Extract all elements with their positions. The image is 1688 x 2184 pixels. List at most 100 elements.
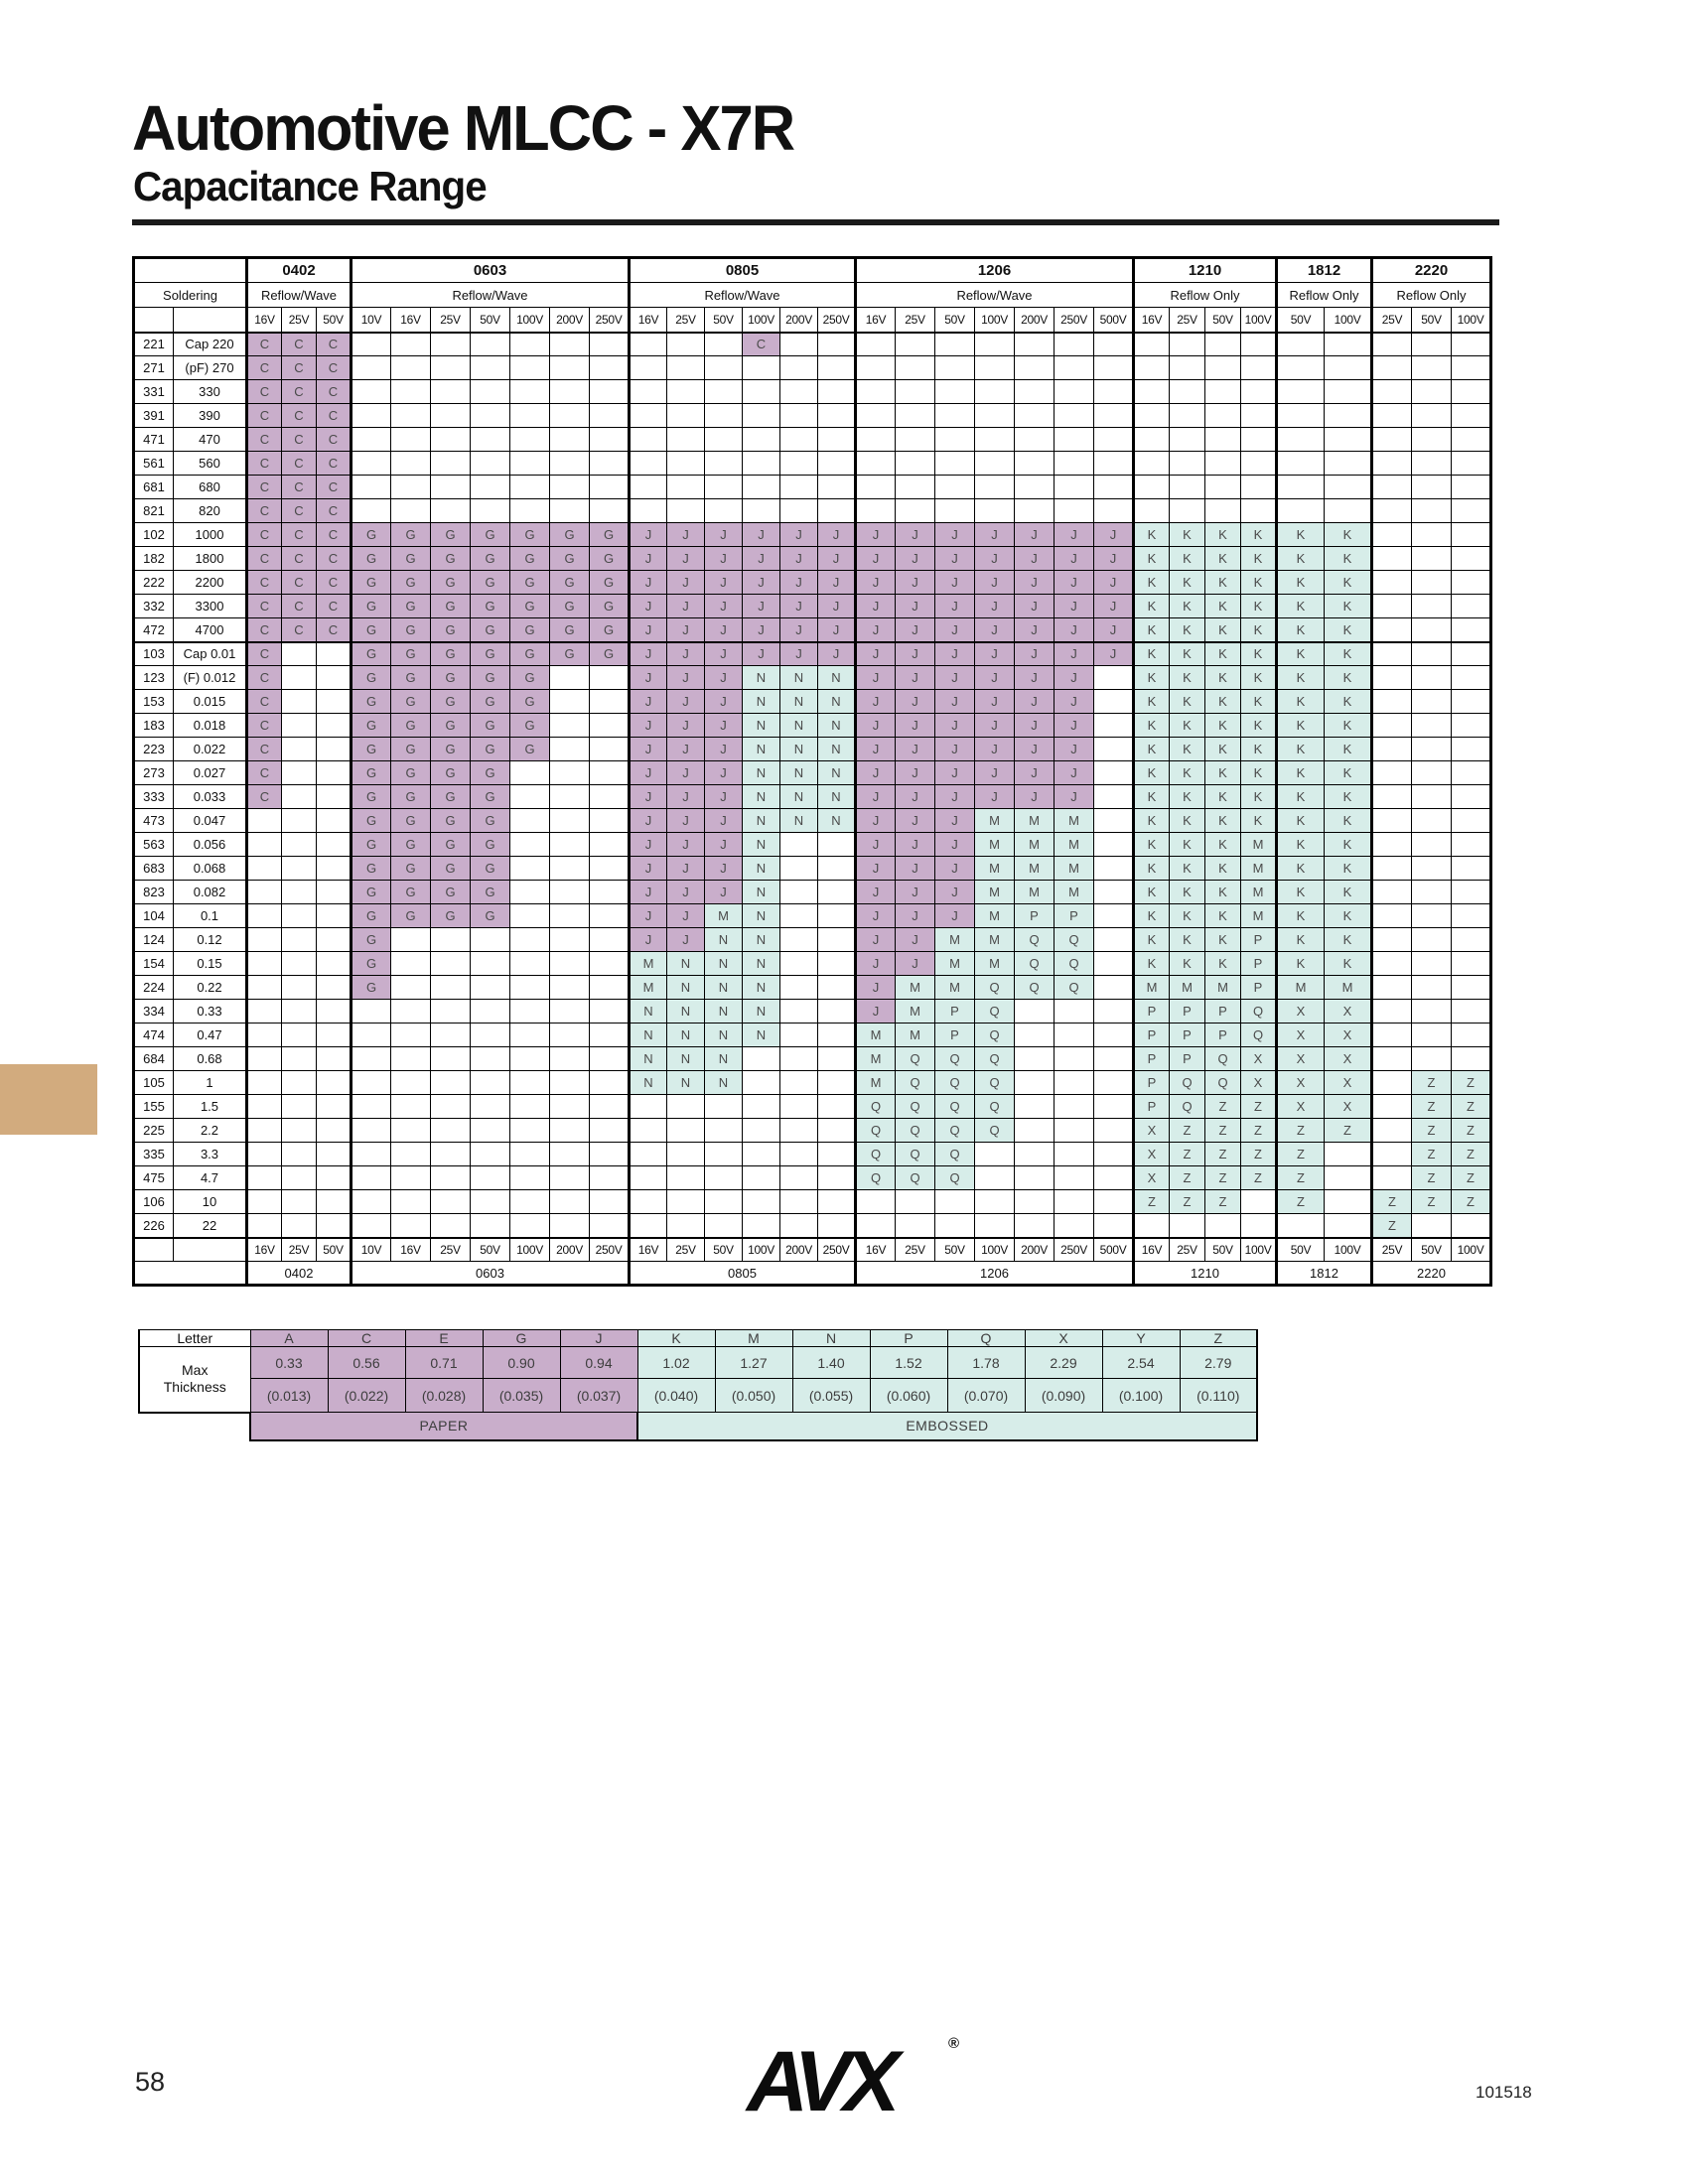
thickness-code-cell	[509, 475, 550, 499]
voltage-footer-cell: 16V	[1132, 1236, 1170, 1262]
thickness-code-cell	[779, 331, 818, 356]
thickness-code-cell	[1411, 403, 1452, 428]
thickness-code-cell: G	[430, 570, 471, 595]
thickness-code-cell	[1054, 451, 1094, 476]
thickness-code-cell	[704, 403, 743, 428]
thickness-code-cell: K	[1275, 737, 1325, 761]
thickness-code-cell: Q	[1014, 927, 1055, 952]
thickness-code-cell	[1093, 1165, 1134, 1190]
thickness-code-cell: G	[430, 903, 471, 928]
thickness-code-cell	[350, 1023, 391, 1047]
thickness-code-cell: Q	[974, 999, 1015, 1024]
thickness-code-cell	[509, 403, 550, 428]
thickness-code-cell	[390, 451, 431, 476]
thickness-code-cell: X	[1132, 1165, 1170, 1190]
thickness-code-cell	[589, 856, 630, 881]
voltage-header-cell: 16V	[854, 307, 896, 333]
thickness-code-cell	[934, 331, 975, 356]
thickness-code-cell	[934, 475, 975, 499]
thickness-code-cell	[704, 475, 743, 499]
thickness-code-cell: K	[1324, 927, 1372, 952]
thickness-code-cell	[390, 355, 431, 380]
thickness-code-cell: Q	[895, 1094, 935, 1119]
thickness-code-cell: X	[1275, 1094, 1325, 1119]
thickness-code-cell: M	[934, 951, 975, 976]
thickness-code-cell: G	[589, 546, 630, 571]
thickness-code-cell	[1169, 475, 1205, 499]
thickness-code-cell	[1275, 451, 1325, 476]
thickness-code-cell	[1093, 760, 1134, 785]
thickness-code-cell	[589, 1046, 630, 1071]
thickness-code-cell	[316, 903, 352, 928]
thickness-code-cell: J	[974, 760, 1015, 785]
case-size-header: 1206	[854, 257, 1134, 283]
thickness-code-cell	[1093, 737, 1134, 761]
thickness-code-cell	[509, 760, 550, 785]
thickness-code-cell: P	[1204, 999, 1241, 1024]
thickness-code-cell: N	[704, 1023, 743, 1047]
thickness-code-cell: G	[350, 594, 391, 618]
thickness-code-cell: X	[1240, 1070, 1277, 1095]
thickness-code-cell	[509, 903, 550, 928]
case-size-footer-cell: 0603	[350, 1261, 630, 1286]
thickness-code-cell: G	[430, 760, 471, 785]
cap-code-cell: 124	[133, 927, 174, 952]
legend-letter-cell: N	[791, 1329, 871, 1347]
thickness-code-cell	[390, 999, 431, 1024]
thickness-code-cell	[628, 1142, 667, 1166]
thickness-code-cell: P	[1054, 903, 1094, 928]
thickness-code-cell: C	[281, 570, 317, 595]
thickness-code-cell: J	[854, 665, 896, 690]
case-size-footer-cell: 0402	[245, 1261, 352, 1286]
thickness-code-cell	[430, 451, 471, 476]
thickness-code-cell: G	[390, 522, 431, 547]
legend-inch-cell: (0.022)	[327, 1378, 406, 1413]
thickness-code-cell	[666, 1165, 705, 1190]
value-column-blank	[173, 307, 247, 333]
thickness-code-cell: J	[666, 546, 705, 571]
thickness-code-cell	[1275, 331, 1325, 356]
thickness-code-cell: J	[895, 903, 935, 928]
thickness-code-cell: Z	[1451, 1142, 1491, 1166]
thickness-code-cell: P	[934, 999, 975, 1024]
thickness-code-cell	[470, 1165, 510, 1190]
thickness-code-cell: G	[390, 640, 431, 666]
thickness-code-cell: M	[1324, 975, 1372, 1000]
thickness-code-cell: Q	[1169, 1094, 1205, 1119]
thickness-code-cell	[589, 784, 630, 809]
thickness-code-cell	[589, 427, 630, 452]
voltage-footer-cell: 500V	[1093, 1236, 1134, 1262]
thickness-code-cell	[1093, 1046, 1134, 1071]
cap-value-cell: 0.027	[173, 760, 247, 785]
thickness-code-cell	[817, 1189, 856, 1214]
thickness-code-cell: J	[934, 832, 975, 857]
thickness-code-cell	[895, 379, 935, 404]
thickness-code-cell: G	[470, 713, 510, 738]
thickness-code-cell: J	[1014, 760, 1055, 785]
thickness-code-cell: C	[245, 570, 282, 595]
thickness-code-cell: M	[974, 856, 1015, 881]
thickness-code-cell	[316, 713, 352, 738]
thickness-code-cell: K	[1240, 737, 1277, 761]
thickness-code-cell: J	[854, 999, 896, 1024]
thickness-code-cell	[316, 1165, 352, 1190]
thickness-code-cell	[245, 1165, 282, 1190]
thickness-code-cell: J	[779, 522, 818, 547]
thickness-code-cell: G	[430, 617, 471, 642]
thickness-code-cell	[390, 379, 431, 404]
thickness-code-cell: J	[1054, 737, 1094, 761]
thickness-code-cell	[1324, 379, 1372, 404]
cap-code-cell: 683	[133, 856, 174, 881]
thickness-code-cell	[350, 403, 391, 428]
thickness-code-cell: Z	[1240, 1165, 1277, 1190]
thickness-code-cell: J	[1093, 522, 1134, 547]
case-size-header: 0402	[245, 257, 352, 283]
legend-inch-cell: (0.040)	[636, 1378, 716, 1413]
thickness-code-cell	[509, 1165, 550, 1190]
thickness-code-cell	[742, 1070, 780, 1095]
thickness-code-cell	[742, 1046, 780, 1071]
thickness-code-cell: G	[470, 617, 510, 642]
thickness-code-cell: C	[245, 617, 282, 642]
thickness-code-cell	[470, 331, 510, 356]
thickness-code-cell: N	[704, 951, 743, 976]
